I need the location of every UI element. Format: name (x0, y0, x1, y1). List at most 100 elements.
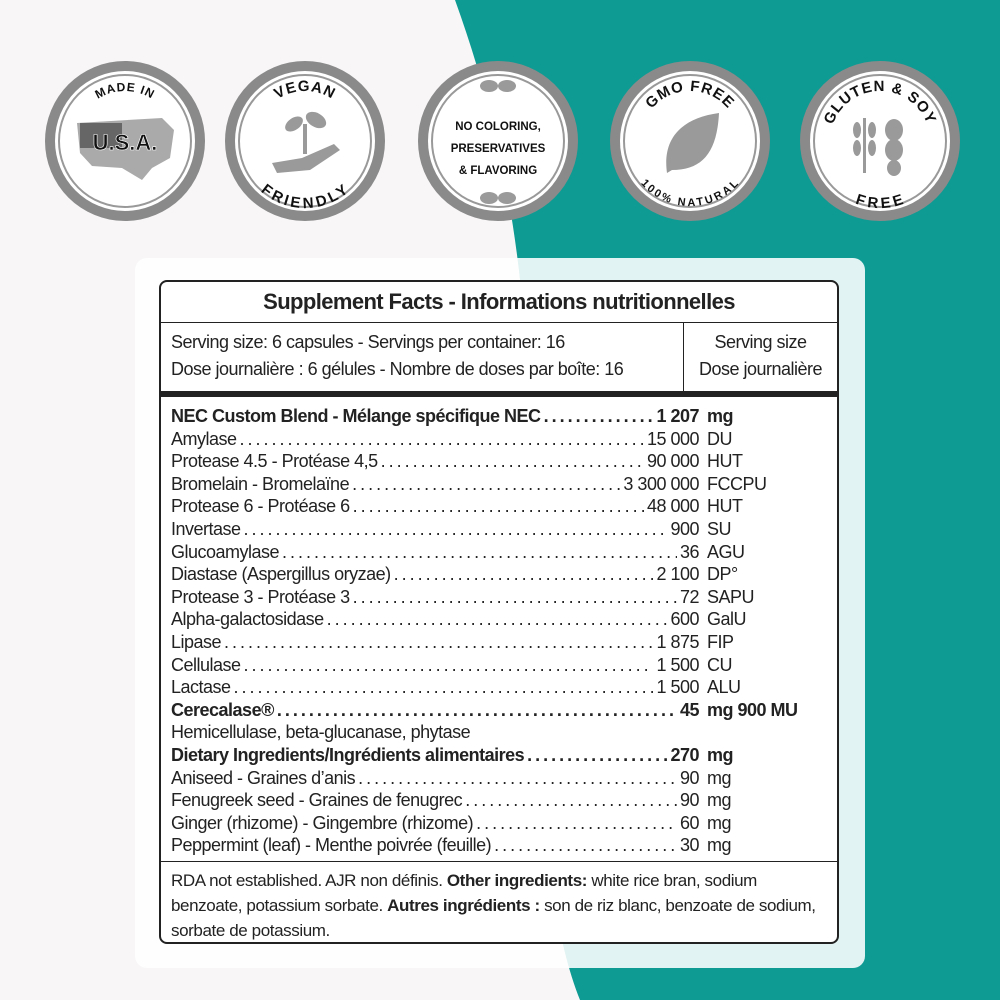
facts-title: Supplement Facts - Informations nutritio… (161, 282, 837, 323)
ingredient-name: Fenugreek seed - Graines de fenugrec (171, 790, 463, 811)
ingredient-unit: HUT (707, 496, 743, 517)
plant-in-hand-icon (272, 111, 340, 173)
ingredient-row: Protease 6 - Protéase 6 48 000 HUT (171, 495, 827, 518)
leader-dots (358, 767, 677, 790)
ingredient-amount: 2 100 (656, 564, 699, 585)
leader-dots (381, 450, 644, 473)
ingredient-amount: 15 000 (646, 428, 700, 449)
wheat-soy-icon (853, 118, 903, 176)
ingredient-name: Glucoamylase (171, 541, 280, 562)
ingredient-name: Protease 6 - Protéase 6 (171, 496, 350, 517)
serving-line-fr: Dose journalière : 6 gélules - Nombre de… (171, 359, 624, 379)
ingredient-amount: 60 (679, 812, 700, 833)
cerecalase-subtext: Hemicellulase, beta-glucanase, phytase (171, 722, 471, 743)
ingredient-row: Glucoamylase 36 AGU (171, 541, 827, 564)
ingredient-amount: 900 (670, 518, 699, 539)
column-header-en: Serving size (714, 332, 807, 352)
ingredient-unit: DU (707, 428, 733, 449)
leader-dots (353, 495, 644, 518)
ingredient-unit: mg (707, 812, 732, 833)
leader-dots (544, 405, 654, 428)
badge-wheat-soy: GLUTEN & SOY FREE (797, 58, 963, 224)
ingredient-unit: SU (707, 518, 732, 539)
ingredient-row: NEC Custom Blend - Mélange spécifique NE… (171, 405, 827, 428)
leader-dots (352, 473, 620, 496)
ingredient-name: Lactase (171, 677, 231, 698)
ingredient-amount: 30 (679, 835, 700, 856)
ingredient-name: Cerecalase® (171, 699, 274, 720)
ingredients-list: NEC Custom Blend - Mélange spécifique NE… (161, 392, 837, 862)
ingredient-amount: 72 (679, 586, 700, 607)
ingredient-unit: FCCPU (707, 473, 767, 494)
ingredient-name: Lipase (171, 631, 222, 652)
ingredient-row: Bromelain - Bromelaïne 3 300 000 FCCPU (171, 473, 827, 496)
ingredient-unit: mg 900 MU (707, 699, 798, 720)
ingredient-unit: mg (707, 790, 732, 811)
ingredient-amount: 90 (679, 790, 700, 811)
leaf-icon (666, 113, 719, 173)
leader-dots (353, 586, 677, 609)
ingredient-name: Protease 3 - Protéase 3 (171, 586, 350, 607)
ingredient-name: Ginger (rhizome) - Gingembre (rhizome) (171, 812, 474, 833)
ingredient-name: Amylase (171, 428, 237, 449)
ingredient-amount: 270 (670, 744, 699, 765)
ingredient-name: Cellulase (171, 654, 241, 675)
ingredient-amount: 90 (679, 767, 700, 788)
ingredient-name: Diastase (Aspergillus oryzae) (171, 564, 391, 585)
ingredient-amount: 600 (670, 609, 699, 630)
ingredient-unit: SAPU (707, 586, 755, 607)
leader-dots (394, 563, 654, 586)
ingredient-row: Protease 3 - Protéase 3 72 SAPU (171, 586, 827, 609)
ingredient-row: Ginger (rhizome) - Gingembre (rhizome) 60… (171, 812, 827, 835)
ingredient-row: Amylase 15 000 DU (171, 428, 827, 451)
badge-usa-flag-map: MADE IN U.S.A. (42, 58, 208, 224)
ingredient-name: NEC Custom Blend - Mélange spécifique NE… (171, 406, 541, 426)
ingredient-row: Dietary Ingredients/Ingrédients alimenta… (171, 744, 827, 767)
badge-center-text: PRESERVATIVES (451, 143, 546, 155)
leader-dots (327, 608, 668, 631)
leader-dots (240, 428, 644, 451)
ingredient-name: Alpha-galactosidase (171, 609, 324, 630)
ingredient-row: Aniseed - Graines d’anis 90 mg (171, 767, 827, 790)
ingredient-amount: 1 875 (656, 631, 699, 652)
footer-text: RDA not established. AJR non définis. (171, 871, 447, 890)
ingredient-name: Protease 4.5 - Protéase 4,5 (171, 451, 378, 472)
ingredient-amount: 45 (679, 699, 700, 720)
footer-text: son de riz blanc, benzoate de sodium, so… (171, 896, 816, 940)
leader-dots (476, 812, 677, 835)
ingredient-row: Peppermint (leaf) - Menthe poivrée (feui… (171, 834, 827, 857)
badge-leaf: GMO FREE 100% NATURAL (607, 58, 773, 224)
leaves-icon (480, 80, 516, 204)
badge-top-text: MADE IN (93, 80, 157, 102)
ingredient-amount: 3 300 000 (623, 473, 699, 494)
ingredient-name: Bromelain - Bromelaïne (171, 473, 350, 494)
leader-dots (465, 789, 677, 812)
ingredient-unit: DP° (707, 564, 738, 585)
footer-text: white rice bran, sodium benzoate, potass… (171, 871, 757, 915)
ingredient-row: Invertase 900 SU (171, 518, 827, 541)
ingredient-name: Dietary Ingredients/Ingrédients alimenta… (171, 744, 525, 765)
footer-bold: Autres ingrédients : (387, 896, 540, 915)
leader-dots (277, 699, 677, 722)
leader-dots (494, 834, 677, 857)
ingredient-row: Diastase (Aspergillus oryzae) 2 100 DP° (171, 563, 827, 586)
ingredient-amount: 90 000 (646, 451, 700, 472)
ingredient-row: Lactase 1 500 ALU (171, 676, 827, 699)
ingredient-unit: mg (707, 744, 734, 765)
ingredient-unit: mg (707, 767, 732, 788)
column-header-fr: Dose journalière (698, 359, 823, 379)
ingredient-unit: GalU (707, 609, 747, 630)
ingredient-name: Peppermint (leaf) - Menthe poivrée (feui… (171, 835, 492, 856)
usa-flag-map-icon (77, 118, 174, 180)
ingredient-row: Lipase 1 875 FIP (171, 631, 827, 654)
ingredient-unit: HUT (707, 451, 743, 472)
serving-info: Serving size: 6 capsules - Servings per … (161, 323, 837, 392)
ingredient-row: Alpha-galactosidase 600 GalU (171, 608, 827, 631)
ingredient-row: Cerecalase® 45 mg 900 MU (171, 699, 827, 722)
ingredient-unit: mg (707, 835, 732, 856)
facts-footer: RDA not established. AJR non définis. Ot… (161, 862, 837, 949)
badge-center-text: & FLAVORING (459, 165, 537, 177)
ingredient-name: Invertase (171, 518, 241, 539)
ingredient-row: Protease 4.5 - Protéase 4,5 90 000 HUT (171, 450, 827, 473)
footer-bold: Other ingredients: (446, 871, 588, 890)
